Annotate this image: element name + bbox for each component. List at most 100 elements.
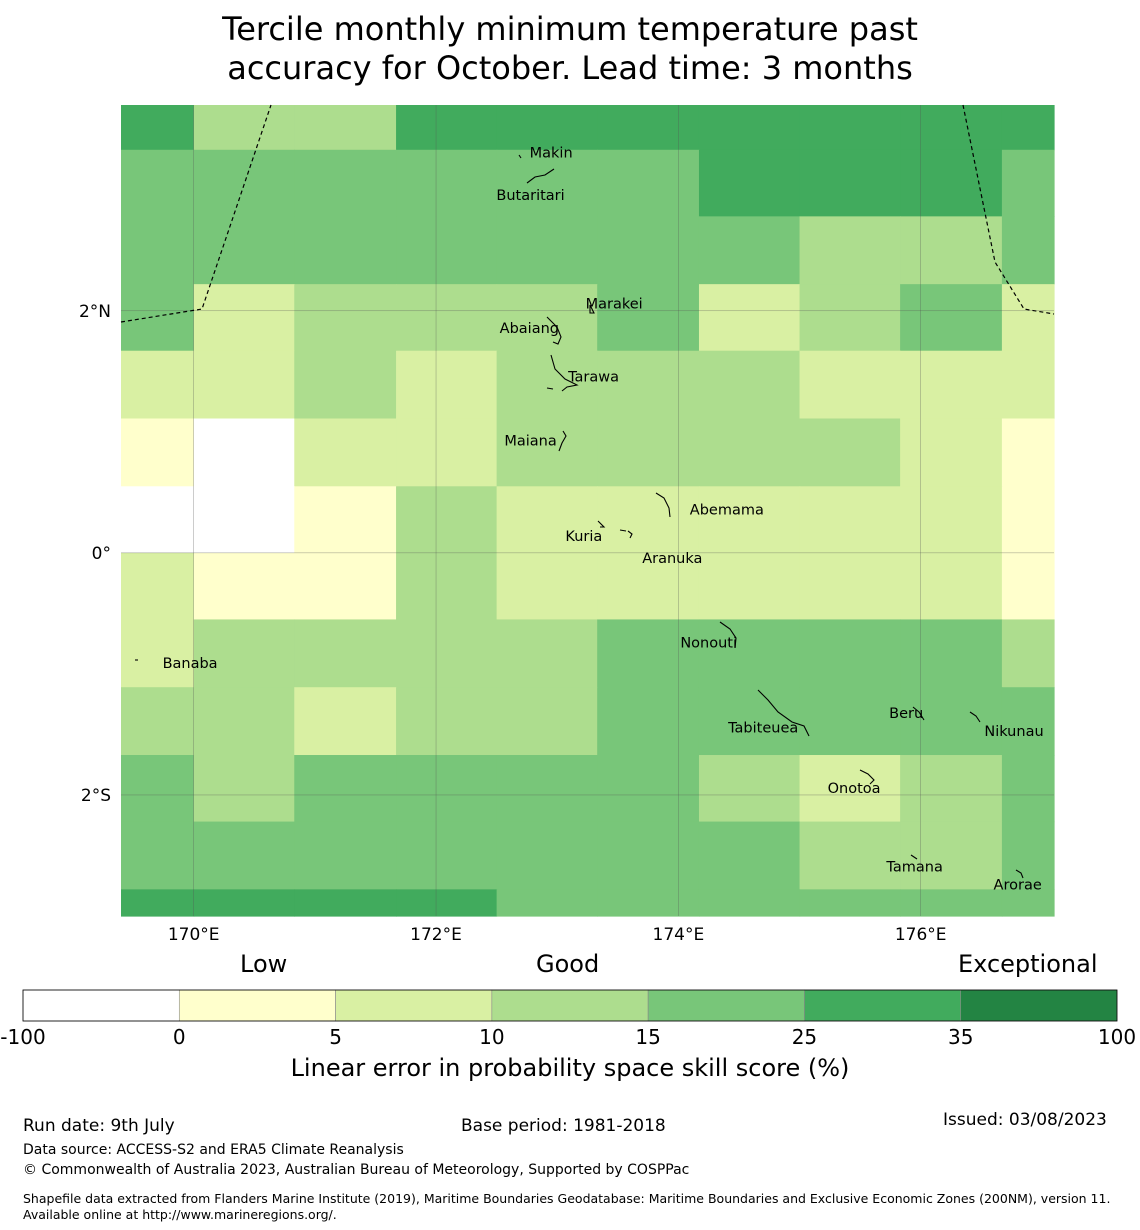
skill-cell [294, 216, 397, 285]
island-outline [910, 854, 918, 860]
skill-cell [1001, 105, 1055, 151]
colorbar-tick-label: -100 [0, 1025, 45, 1049]
island-label: Beru [889, 706, 923, 722]
skill-cell [121, 889, 195, 917]
island-label: Butaritari [496, 188, 564, 204]
skill-cell [121, 418, 195, 487]
colorbar: -100 0 5 10 15 25 35 100 [0, 989, 1136, 1049]
skill-cell [396, 418, 498, 487]
skill-cell [900, 418, 1003, 487]
data-source: Data source: ACCESS-S2 and ERA5 Climate … [23, 1142, 404, 1158]
colorbar-tick-label: 5 [329, 1025, 342, 1049]
island-label: Onotoa [828, 781, 881, 797]
island-label: Banaba [163, 656, 218, 672]
skill-cell [496, 149, 598, 217]
skill-cell [799, 105, 901, 151]
colorbar-category-low: Low [240, 950, 288, 978]
skill-cell [294, 350, 397, 420]
island-label: Kuria [565, 529, 602, 545]
skill-cell [396, 552, 498, 621]
island-outline [619, 529, 627, 532]
skill-cell [698, 755, 801, 823]
skill-cell [121, 105, 195, 151]
skill-cell [1001, 889, 1055, 917]
skill-cell [294, 486, 397, 554]
skill-cell [121, 284, 195, 352]
island-outline [969, 711, 981, 723]
skill-cell [1001, 486, 1055, 554]
skill-cell [496, 889, 598, 917]
skill-cell [193, 105, 295, 151]
skill-cell [496, 619, 598, 688]
skill-cell [900, 149, 1003, 217]
copyright: © Commonwealth of Australia 2023, Austra… [23, 1162, 690, 1178]
skill-cell [698, 284, 801, 352]
skill-cell [294, 889, 397, 917]
skill-cell [496, 552, 598, 621]
skill-cell [396, 687, 498, 756]
island-label: Tabiteuea [727, 720, 798, 736]
skill-cell [193, 552, 295, 621]
skill-cell [597, 755, 700, 823]
colorbar-frame [22, 989, 1118, 1022]
island-outline [589, 304, 595, 314]
longitude-tick-label: 172°E [410, 925, 462, 945]
base-period: Base period: 1981-2018 [461, 1116, 666, 1136]
skill-cell [597, 619, 700, 688]
skill-cell [1001, 821, 1055, 890]
skill-cell [496, 350, 598, 420]
title-line-1: Tercile monthly minimum temperature past [222, 10, 918, 48]
longitude-tick-label: 176°E [895, 925, 947, 945]
eez-boundary-east [962, 104, 1055, 315]
skill-cell [496, 821, 598, 890]
island-label: Arorae [994, 878, 1042, 894]
island-label: Marakei [586, 297, 643, 313]
skill-cell [121, 619, 195, 688]
skill-cell [698, 350, 801, 420]
skill-cell [294, 821, 397, 890]
island-outline [546, 387, 554, 390]
skill-cell [597, 552, 700, 621]
skill-cell [496, 105, 598, 151]
colorbar-swatch [647, 989, 805, 1022]
skill-cell [496, 486, 598, 554]
skill-cell [698, 687, 801, 756]
skill-cell [396, 350, 498, 420]
skill-cell [900, 552, 1003, 621]
skill-cell [193, 350, 295, 420]
island-outline [550, 354, 579, 392]
island-outline [627, 530, 633, 539]
skill-cell [597, 149, 700, 217]
colorbar-tick-label: 25 [792, 1025, 817, 1049]
skill-cell [799, 889, 901, 917]
island-label: Maiana [504, 434, 556, 450]
skill-cell [1001, 687, 1055, 756]
skill-cell [396, 105, 498, 151]
skill-cell [396, 149, 498, 217]
skill-cell [396, 486, 498, 554]
skill-cell [396, 619, 498, 688]
skill-cell [121, 486, 195, 554]
island-outline [597, 520, 606, 528]
skill-cell [294, 755, 397, 823]
skill-cell [396, 889, 498, 917]
skill-cell [396, 284, 498, 352]
skill-cell [799, 418, 901, 487]
colorbar-swatch [960, 989, 1118, 1022]
skill-cell [597, 418, 700, 487]
skill-cell [799, 486, 901, 554]
skill-cell [121, 350, 195, 420]
colorbar-swatch [178, 989, 336, 1022]
skill-cell [900, 889, 1003, 917]
island-outline [859, 769, 875, 785]
colorbar-category-exceptional: Exceptional [958, 950, 1098, 978]
skill-cell [597, 350, 700, 420]
island-label: Tamana [885, 860, 942, 876]
island-outline [558, 430, 567, 452]
longitude-tick-label: 174°E [653, 925, 705, 945]
skill-cell [597, 821, 700, 890]
island-outline [719, 621, 737, 649]
skill-cell [900, 350, 1003, 420]
skill-cell [294, 552, 397, 621]
island-outline [757, 689, 810, 737]
